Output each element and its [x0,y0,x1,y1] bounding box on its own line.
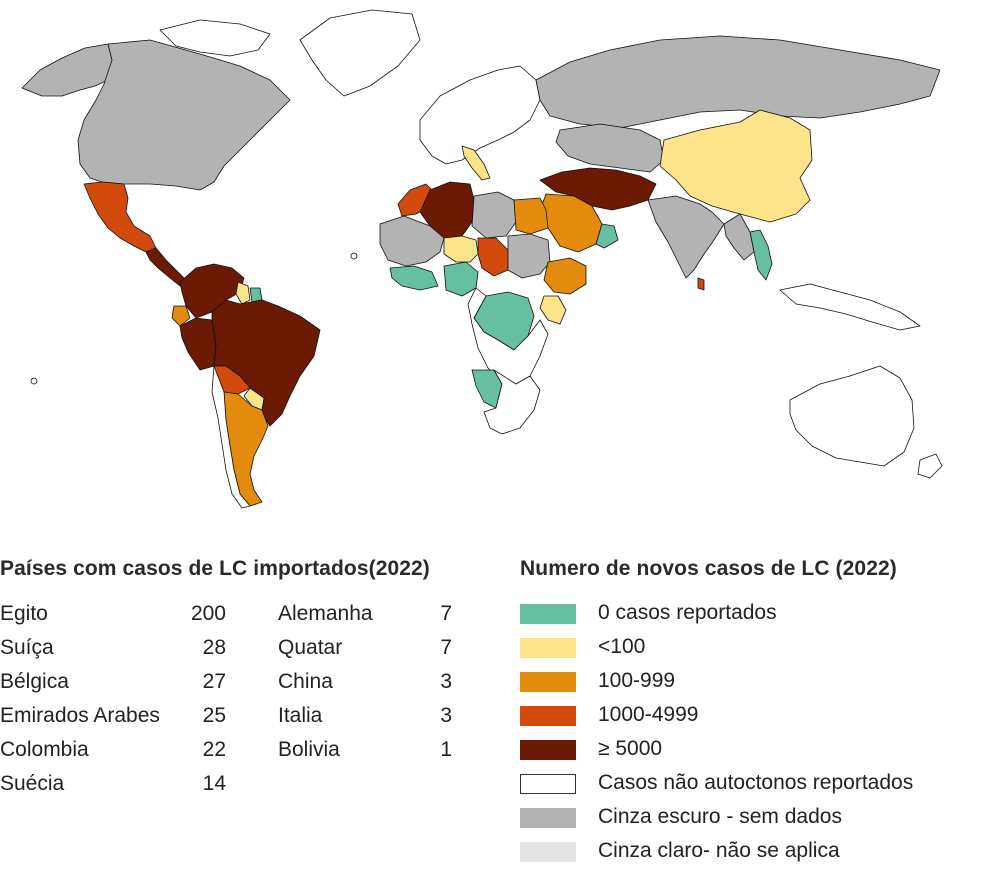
new-zealand-region [917,453,943,479]
country-name: Suécia [0,772,65,795]
case-count: 3 [440,704,452,727]
legend-swatch [520,740,576,760]
imported-cases-row: Suíça 28 [0,636,226,662]
india-region [647,195,725,279]
alaska-region [21,43,113,97]
imported-cases-row: Suécia 14 [0,772,226,798]
legend-swatch [520,604,576,624]
central-africa-region [467,287,549,385]
oman-region [595,223,619,249]
sudan-region [507,233,551,279]
europe-region [419,65,541,165]
central-america-region [145,247,187,287]
imported-cases-row: Alemanha 7 [278,602,452,628]
chile-region [211,365,251,509]
guyana-region [235,281,251,305]
imported-cases-row: Emirados Arabes 25 [0,704,226,730]
thailand-region [749,229,773,281]
venezuela-colombia-region [179,263,245,319]
kenya-region [539,295,567,325]
legend-swatch [520,672,576,692]
usa-canada-region [77,39,291,191]
china-region [659,109,813,223]
imported-cases-row: Colombia 22 [0,738,226,764]
country-name: Quatar [278,636,343,659]
imported-cases-row: Bolivia 1 [278,738,452,764]
country-name: Alemanha [278,602,373,625]
legend-title: Numero de novos casos de LC (2022) [520,557,897,580]
legend-label: Cinza claro- não se aplica [598,839,840,862]
legend-swatch [520,638,576,658]
greenland-region [299,9,421,97]
russia-region [535,35,941,129]
ethiopia-region [543,257,587,295]
imported-cases-row: Quatar 7 [278,636,452,662]
coast-region [389,265,439,291]
case-count: 3 [440,670,452,693]
legend-label: 0 casos reportados [598,601,777,624]
country-name: China [278,670,333,693]
australia-region [789,365,915,467]
west-africa-region [379,215,445,267]
country-name: Egito [0,602,48,625]
imported-cases-row: China 3 [278,670,452,696]
southeast-asia-islands-region [779,283,921,331]
legend-swatch [520,706,576,726]
legend-label: 100-999 [598,669,676,692]
case-count: 25 [202,704,226,727]
legend-swatch [520,842,576,862]
case-count: 27 [202,670,226,693]
case-count: 200 [190,602,226,625]
world-choropleth-map [21,9,943,509]
mexico-region [83,181,157,253]
nigeria-region [443,261,479,297]
legend-label: <100 [598,635,646,658]
libya-region [471,191,517,239]
imported-cases-row: Italia 3 [278,704,452,730]
case-count: 28 [202,636,226,659]
sri-lanka-region [697,277,705,291]
peru-region [179,317,217,371]
country-name: Italia [278,704,323,727]
arctic-islands-region [159,19,271,57]
algeria-region [419,181,475,239]
southern-africa-region [483,369,541,435]
country-name: Bélgica [0,670,69,693]
southeast-asia-region [723,213,755,261]
case-count: 22 [202,738,226,761]
imported-cases-row: Egito 200 [0,602,226,628]
niger-region [443,235,479,263]
country-name: Suíça [0,636,54,659]
suriname-region [249,287,263,303]
chad-region [477,237,509,277]
island-marker-pacific [30,377,38,385]
legend-label: ≥ 5000 [598,737,663,760]
country-name: Colombia [0,738,89,761]
egypt-region [513,197,549,235]
ecuador-region [171,305,191,327]
legend-label: Cinza escuro - sem dados [598,805,842,828]
case-count: 7 [440,636,452,659]
legend-label: 1000-4999 [598,703,699,726]
imported-cases-title: Países com casos de LC importados(2022) [0,557,430,580]
island-marker-atlantic [350,252,358,260]
legend-swatch [520,808,576,828]
case-count: 1 [440,738,452,761]
legend-swatch [520,774,576,794]
country-name: Emirados Arabes [0,704,160,727]
case-count: 14 [202,772,226,795]
imported-cases-row: Bélgica 27 [0,670,226,696]
case-count: 7 [440,602,452,625]
country-name: Bolivia [278,738,340,761]
italy-region [461,145,491,181]
legend-label: Casos não autoctonos reportados [598,771,914,794]
central-asia-region [555,123,665,173]
